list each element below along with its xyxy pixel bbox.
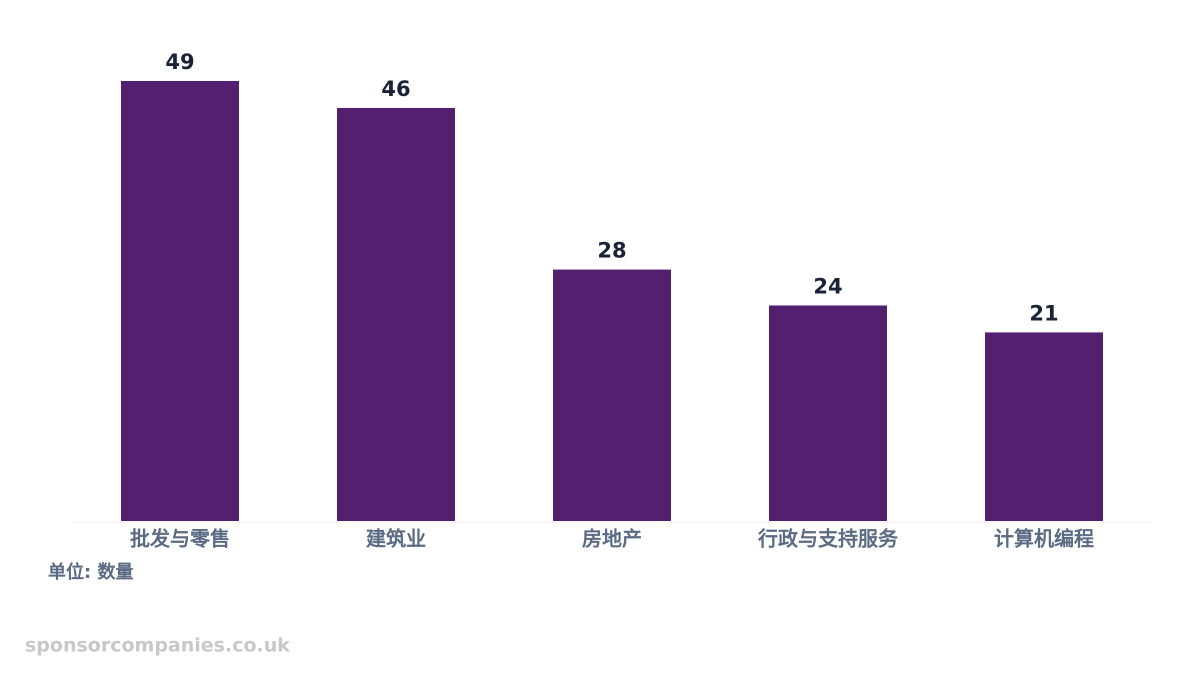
bar (337, 107, 455, 521)
value-label: 24 (813, 274, 842, 298)
unit-label: 单位: 数量 (48, 561, 133, 583)
value-label: 21 (1029, 301, 1058, 325)
x-tick-label: 计算机编程 (994, 527, 1094, 551)
bar (985, 332, 1103, 521)
watermark: sponsorcompanies.co.uk (25, 635, 290, 657)
bar (553, 269, 671, 521)
x-tick-label: 批发与零售 (130, 527, 230, 551)
bar (769, 305, 887, 521)
value-label: 46 (381, 77, 410, 101)
x-tick-label: 行政与支持服务 (757, 527, 899, 551)
bar (121, 81, 239, 521)
value-label: 49 (165, 50, 194, 74)
value-label: 28 (597, 239, 626, 263)
x-tick-label: 建筑业 (366, 527, 426, 551)
x-tick-label: 房地产 (582, 527, 642, 551)
